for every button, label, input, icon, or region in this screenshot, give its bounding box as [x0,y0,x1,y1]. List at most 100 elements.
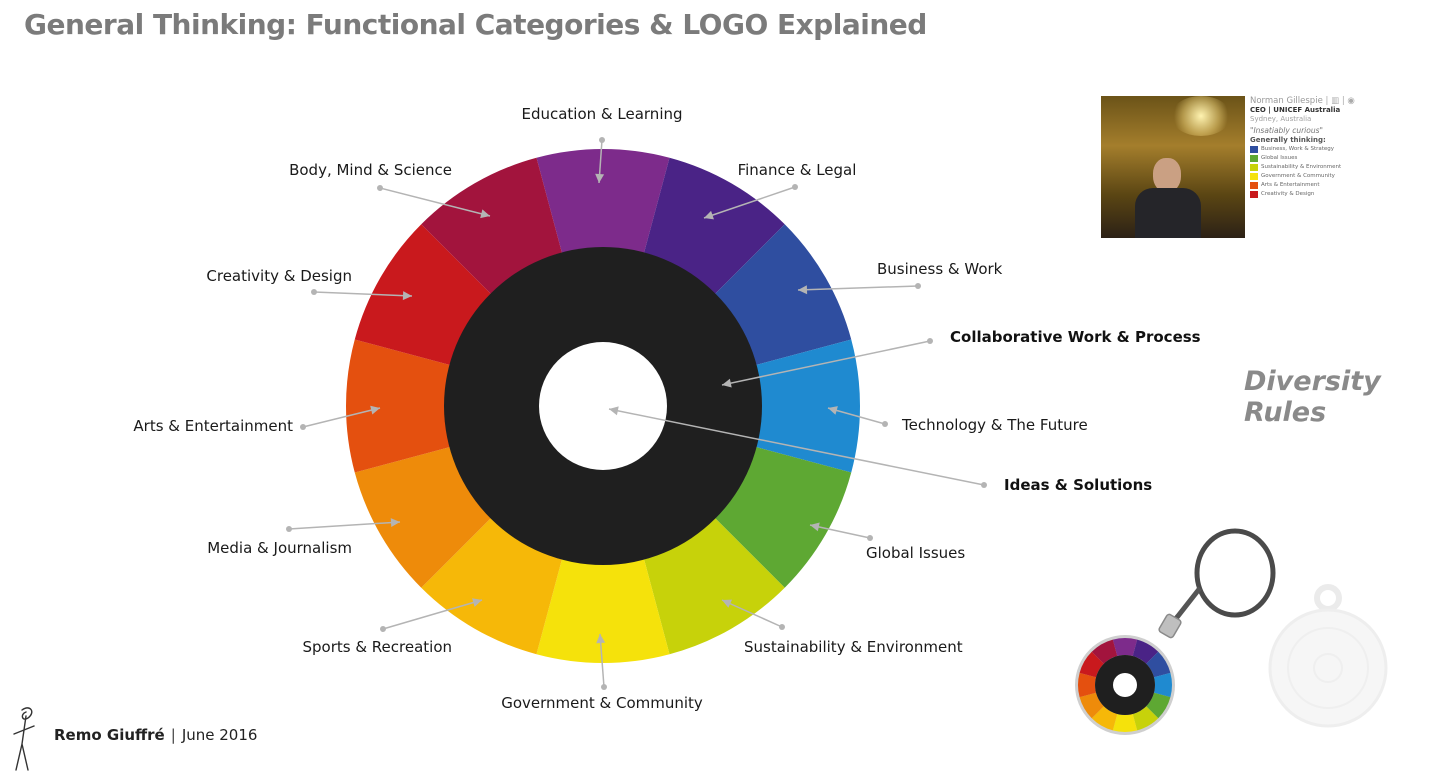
leader-lines [286,137,987,690]
label-creativity-and-design-leader [313,291,413,297]
label-body-mind-and-science-leader-dot [377,185,383,191]
label-collaborative-leader-dot [927,338,933,344]
profile-heading: Generally thinking: [1250,136,1326,144]
label-education-and-learning-leader-dot [599,137,605,143]
segment-global-issues [712,446,852,588]
label-body-mind-and-science-leader [379,187,491,217]
segment-media-and-journalism [354,446,494,588]
segment-finance-and-legal [643,157,785,297]
label-media-and-journalism-leader [288,521,401,530]
label-body-mind-and-science-arrowhead [480,209,490,219]
segment-business-and-work [712,224,852,366]
label-body-mind-and-science: Body, Mind & Science [289,161,452,179]
label-education-and-learning-arrowhead [595,173,605,183]
keyring-segment-global-issues [1146,692,1171,719]
segment-government-and-community [536,555,670,663]
profile-category-label: Sustainability & Environment [1261,164,1342,170]
label-technology-and-the-future-leader [827,407,886,425]
label-sustainability-and-environment-leader-dot [779,624,785,630]
keyring-ring [1194,528,1276,618]
label-global-issues: Global Issues [866,544,965,562]
keyring-segment-creativity-and-design [1079,651,1104,678]
profile-category-item: Government & Community [1250,172,1358,181]
label-business-and-work-leader-dot [915,283,921,289]
label-technology-and-the-future-leader-dot [882,421,888,427]
keyring-logo-wheel [1075,635,1175,735]
keyring-back-faded [1268,584,1388,728]
label-finance-and-legal-leader-dot [792,184,798,190]
segment-creativity-and-design [354,224,494,366]
profile-category-label: Government & Community [1261,173,1335,179]
label-education-and-learning: Education & Learning [521,105,682,123]
label-sustainability-and-environment-leader [721,599,783,628]
signature-icon [13,707,35,771]
label-creativity-and-design: Creativity & Design [206,267,352,285]
label-global-issues-leader-dot [867,535,873,541]
profile-category-label: Business, Work & Strategy [1261,146,1335,152]
label-government-and-community-arrowhead [596,634,606,644]
label-collaborative-arrowhead [722,378,732,388]
profile-category-list: Business, Work & Strategy Global Issues Su… [1250,145,1358,199]
profile-category-label: Global Issues [1261,155,1298,161]
label-sports-and-recreation-leader [382,599,483,630]
profile-category-swatch [1250,146,1258,153]
segment-sports-and-recreation [421,515,563,655]
keyring-segment-government-and-community [1112,713,1138,732]
label-media-and-journalism-leader-dot [286,526,292,532]
label-creativity-and-design-arrowhead [402,291,412,301]
keyring-segment-education-and-learning [1112,638,1138,657]
footer-separator: | [170,726,176,744]
profile-category-label: Arts & Entertainment [1261,182,1320,188]
label-government-and-community-leader-dot [601,684,607,690]
label-business-and-work: Business & Work [877,260,1003,278]
page-title: General Thinking: Functional Categories … [24,8,927,41]
label-sustainability-and-environment: Sustainability & Environment [744,638,963,656]
label-media-and-journalism: Media & Journalism [207,539,352,557]
keyring-segment-sustainability-and-environment [1132,706,1159,731]
footer-author: Remo Giuffré [54,726,165,744]
label-arts-and-entertainment-leader-dot [300,424,306,430]
profile-category-swatch [1250,191,1258,198]
label-global-issues-arrowhead [810,522,820,532]
label-media-and-journalism-arrowhead [390,518,400,528]
segment-arts-and-entertainment [346,339,454,473]
keyring-segment-arts-and-entertainment [1078,672,1097,698]
label-global-issues-leader [809,524,871,539]
keyring-segment-business-and-work [1146,651,1171,678]
keyring-center [1113,673,1137,697]
label-business-and-work-leader [797,285,919,291]
label-ideas-arrowhead [609,406,619,416]
profile-category-item: Global Issues [1250,154,1358,163]
profile-category-swatch [1250,155,1258,162]
profile-card: Norman Gillespie | ▥ | ◉ CEO | UNICEF Au… [1100,95,1358,243]
label-sports-and-recreation: Sports & Recreation [302,638,452,656]
keyring-segment-body-mind-and-science [1091,639,1118,664]
profile-category-item: Sustainability & Environment [1250,163,1358,172]
keyring-segment-technology-and-the-future [1153,672,1172,698]
label-creativity-and-design-leader-dot [311,289,317,295]
segment-sustainability-and-environment [643,515,785,655]
label-arts-and-entertainment-arrowhead [370,405,380,415]
label-collaborative-work-and-process: Collaborative Work & Process [950,328,1201,346]
wheel-labels: Education & Learning Finance & Legal Busin… [133,105,1200,712]
label-sustainability-and-environment-arrowhead [722,599,733,608]
label-business-and-work-arrowhead [798,285,808,295]
label-government-and-community: Government & Community [501,694,703,712]
profile-quote: "Insatiably curious" [1250,126,1323,135]
label-sports-and-recreation-arrowhead [472,598,482,607]
profile-category-swatch [1250,173,1258,180]
footer-date: June 2016 [181,726,258,744]
profile-category-item: Creativity & Design [1250,190,1358,199]
label-technology-and-the-future-arrowhead [828,406,838,415]
profile-category-label: Creativity & Design [1261,191,1315,197]
label-sports-and-recreation-leader-dot [380,626,386,632]
keyring-image [1075,528,1388,735]
label-ideas-leader [608,408,985,486]
profile-photo [1101,96,1245,238]
keyring-segment-finance-and-legal [1132,639,1159,664]
profile-category-item: Arts & Entertainment [1250,181,1358,190]
footer: Remo Giuffré | June 2016 [54,726,257,744]
profile-social-icons: | ▥ | ◉ [1325,96,1355,106]
label-arts-and-entertainment-leader [302,407,381,428]
